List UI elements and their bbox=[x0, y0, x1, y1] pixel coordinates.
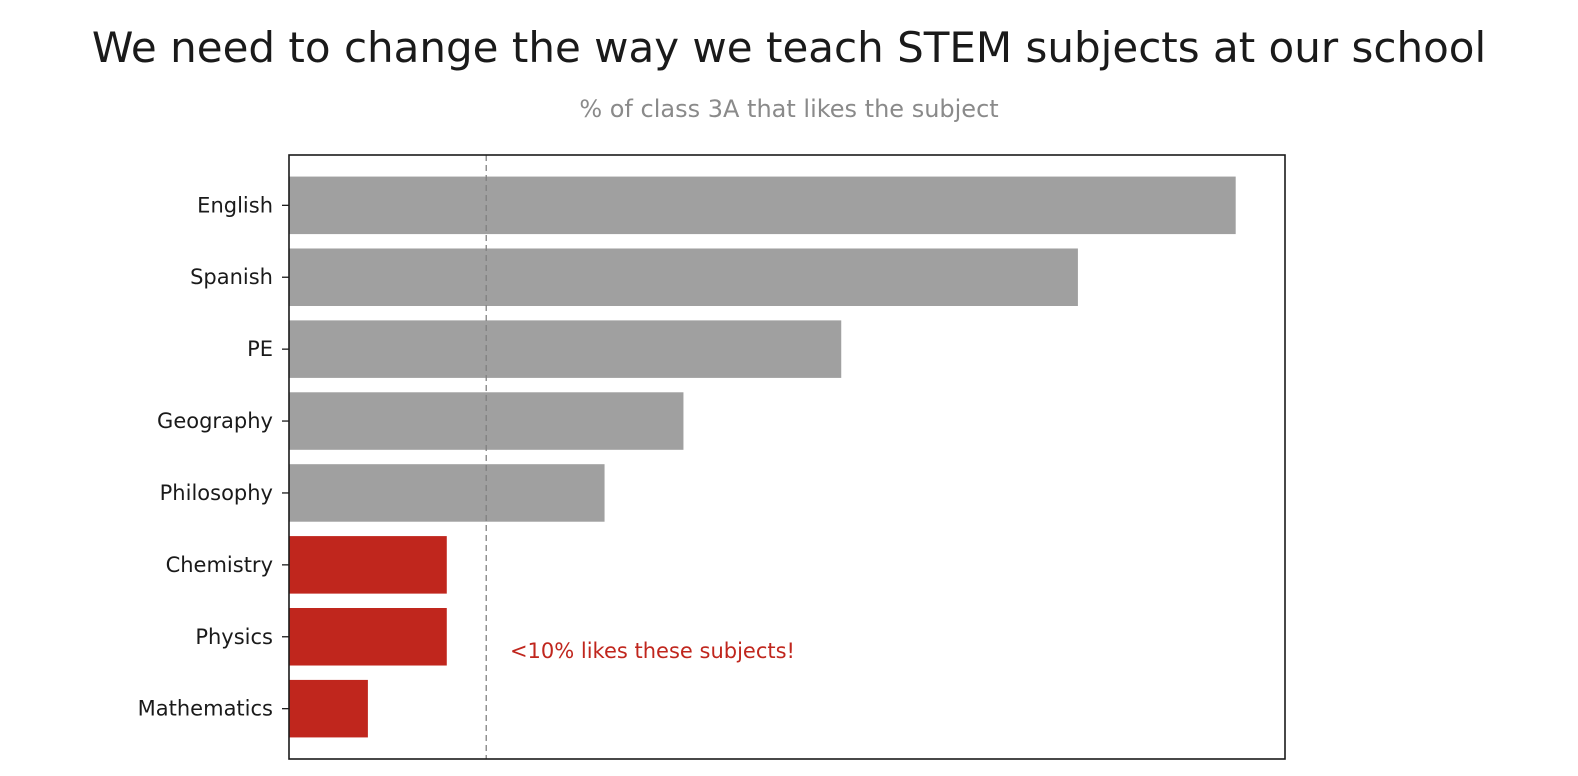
chart-title: We need to change the way we teach STEM … bbox=[92, 23, 1486, 72]
y-tick-label-mathematics: Mathematics bbox=[138, 697, 273, 721]
bar-chemistry bbox=[289, 536, 447, 594]
plot-frame bbox=[288, 154, 1286, 760]
y-tick-label-physics: Physics bbox=[195, 625, 273, 649]
plot-area: English Spanish PE Geography Philosophy Chemi… bbox=[138, 154, 1286, 760]
y-tick-label-chemistry: Chemistry bbox=[166, 553, 273, 577]
bar-spanish bbox=[289, 248, 1078, 306]
y-tick-label-geography: Geography bbox=[157, 409, 273, 433]
y-tick-label-philosophy: Philosophy bbox=[160, 481, 273, 505]
y-tick-label-spanish: Spanish bbox=[190, 265, 273, 289]
bar-pe bbox=[289, 320, 842, 378]
bar-english bbox=[289, 176, 1236, 235]
bar-physics bbox=[289, 608, 447, 666]
chart-subtitle: % of class 3A that likes the subject bbox=[579, 95, 998, 123]
annotation-label: <10% likes these subjects! bbox=[510, 639, 795, 663]
y-tick-label-english: English bbox=[197, 193, 273, 217]
bar-mathematics bbox=[289, 679, 368, 738]
y-tick-label-pe: PE bbox=[247, 337, 273, 361]
bar-philosophy bbox=[289, 464, 605, 522]
